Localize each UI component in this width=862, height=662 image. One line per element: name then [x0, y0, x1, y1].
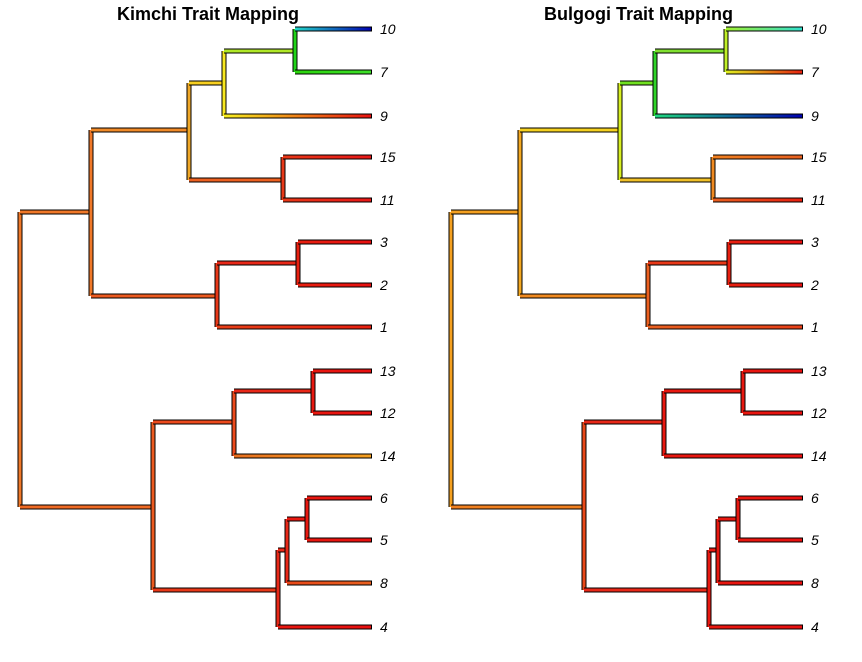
kimchi-internal-branches: [17, 29, 316, 627]
kimchi-tip-label-8: 8: [380, 575, 388, 591]
kimchi-tip-label-6: 6: [380, 490, 388, 506]
kimchi-tip-label-14: 14: [380, 448, 396, 464]
bulgogi-tip-label-12: 12: [811, 405, 827, 421]
bulgogi-tip-label-3: 3: [811, 234, 819, 250]
bulgogi-tip-label-10: 10: [811, 21, 827, 37]
kimchi-tip-label-1: 1: [380, 319, 388, 335]
kimchi-tip-label-12: 12: [380, 405, 396, 421]
kimchi-tip-label-5: 5: [380, 532, 388, 548]
kimchi-tip-label-2: 2: [379, 277, 388, 293]
kimchi-tip-label-4: 4: [380, 619, 388, 635]
bulgogi-tip-label-8: 8: [811, 575, 819, 591]
bulgogi-tip-label-4: 4: [811, 619, 819, 635]
kimchi-tip-label-10: 10: [380, 21, 396, 37]
bulgogi-tip-label-5: 5: [811, 532, 819, 548]
kimchi-tip-label-7: 7: [380, 64, 389, 80]
bulgogi-tip-label-9: 9: [811, 108, 819, 124]
kimchi-panel-title: Kimchi Trait Mapping: [117, 4, 300, 24]
kimchi-tip-label-15: 15: [380, 149, 396, 165]
kimchi-tip-label-13: 13: [380, 363, 396, 379]
bulgogi-tip-label-7: 7: [811, 64, 820, 80]
kimchi-tip-label-9: 9: [380, 108, 388, 124]
kimchi-tip-label-3: 3: [380, 234, 388, 250]
bulgogi-tip-label-13: 13: [811, 363, 827, 379]
bulgogi-tip-label-1: 1: [811, 319, 819, 335]
bulgogi-tip-label-11: 11: [811, 192, 826, 208]
bulgogi-tip-label-6: 6: [811, 490, 819, 506]
kimchi-tip-label-11: 11: [380, 192, 395, 208]
bulgogi-panel-title: Bulgogi Trait Mapping: [544, 4, 733, 24]
bulgogi-tip-label-14: 14: [811, 448, 827, 464]
bulgogi-tip-label-15: 15: [811, 149, 827, 165]
bulgogi-internal-branches: [448, 29, 746, 627]
bulgogi-tip-label-2: 2: [810, 277, 819, 293]
